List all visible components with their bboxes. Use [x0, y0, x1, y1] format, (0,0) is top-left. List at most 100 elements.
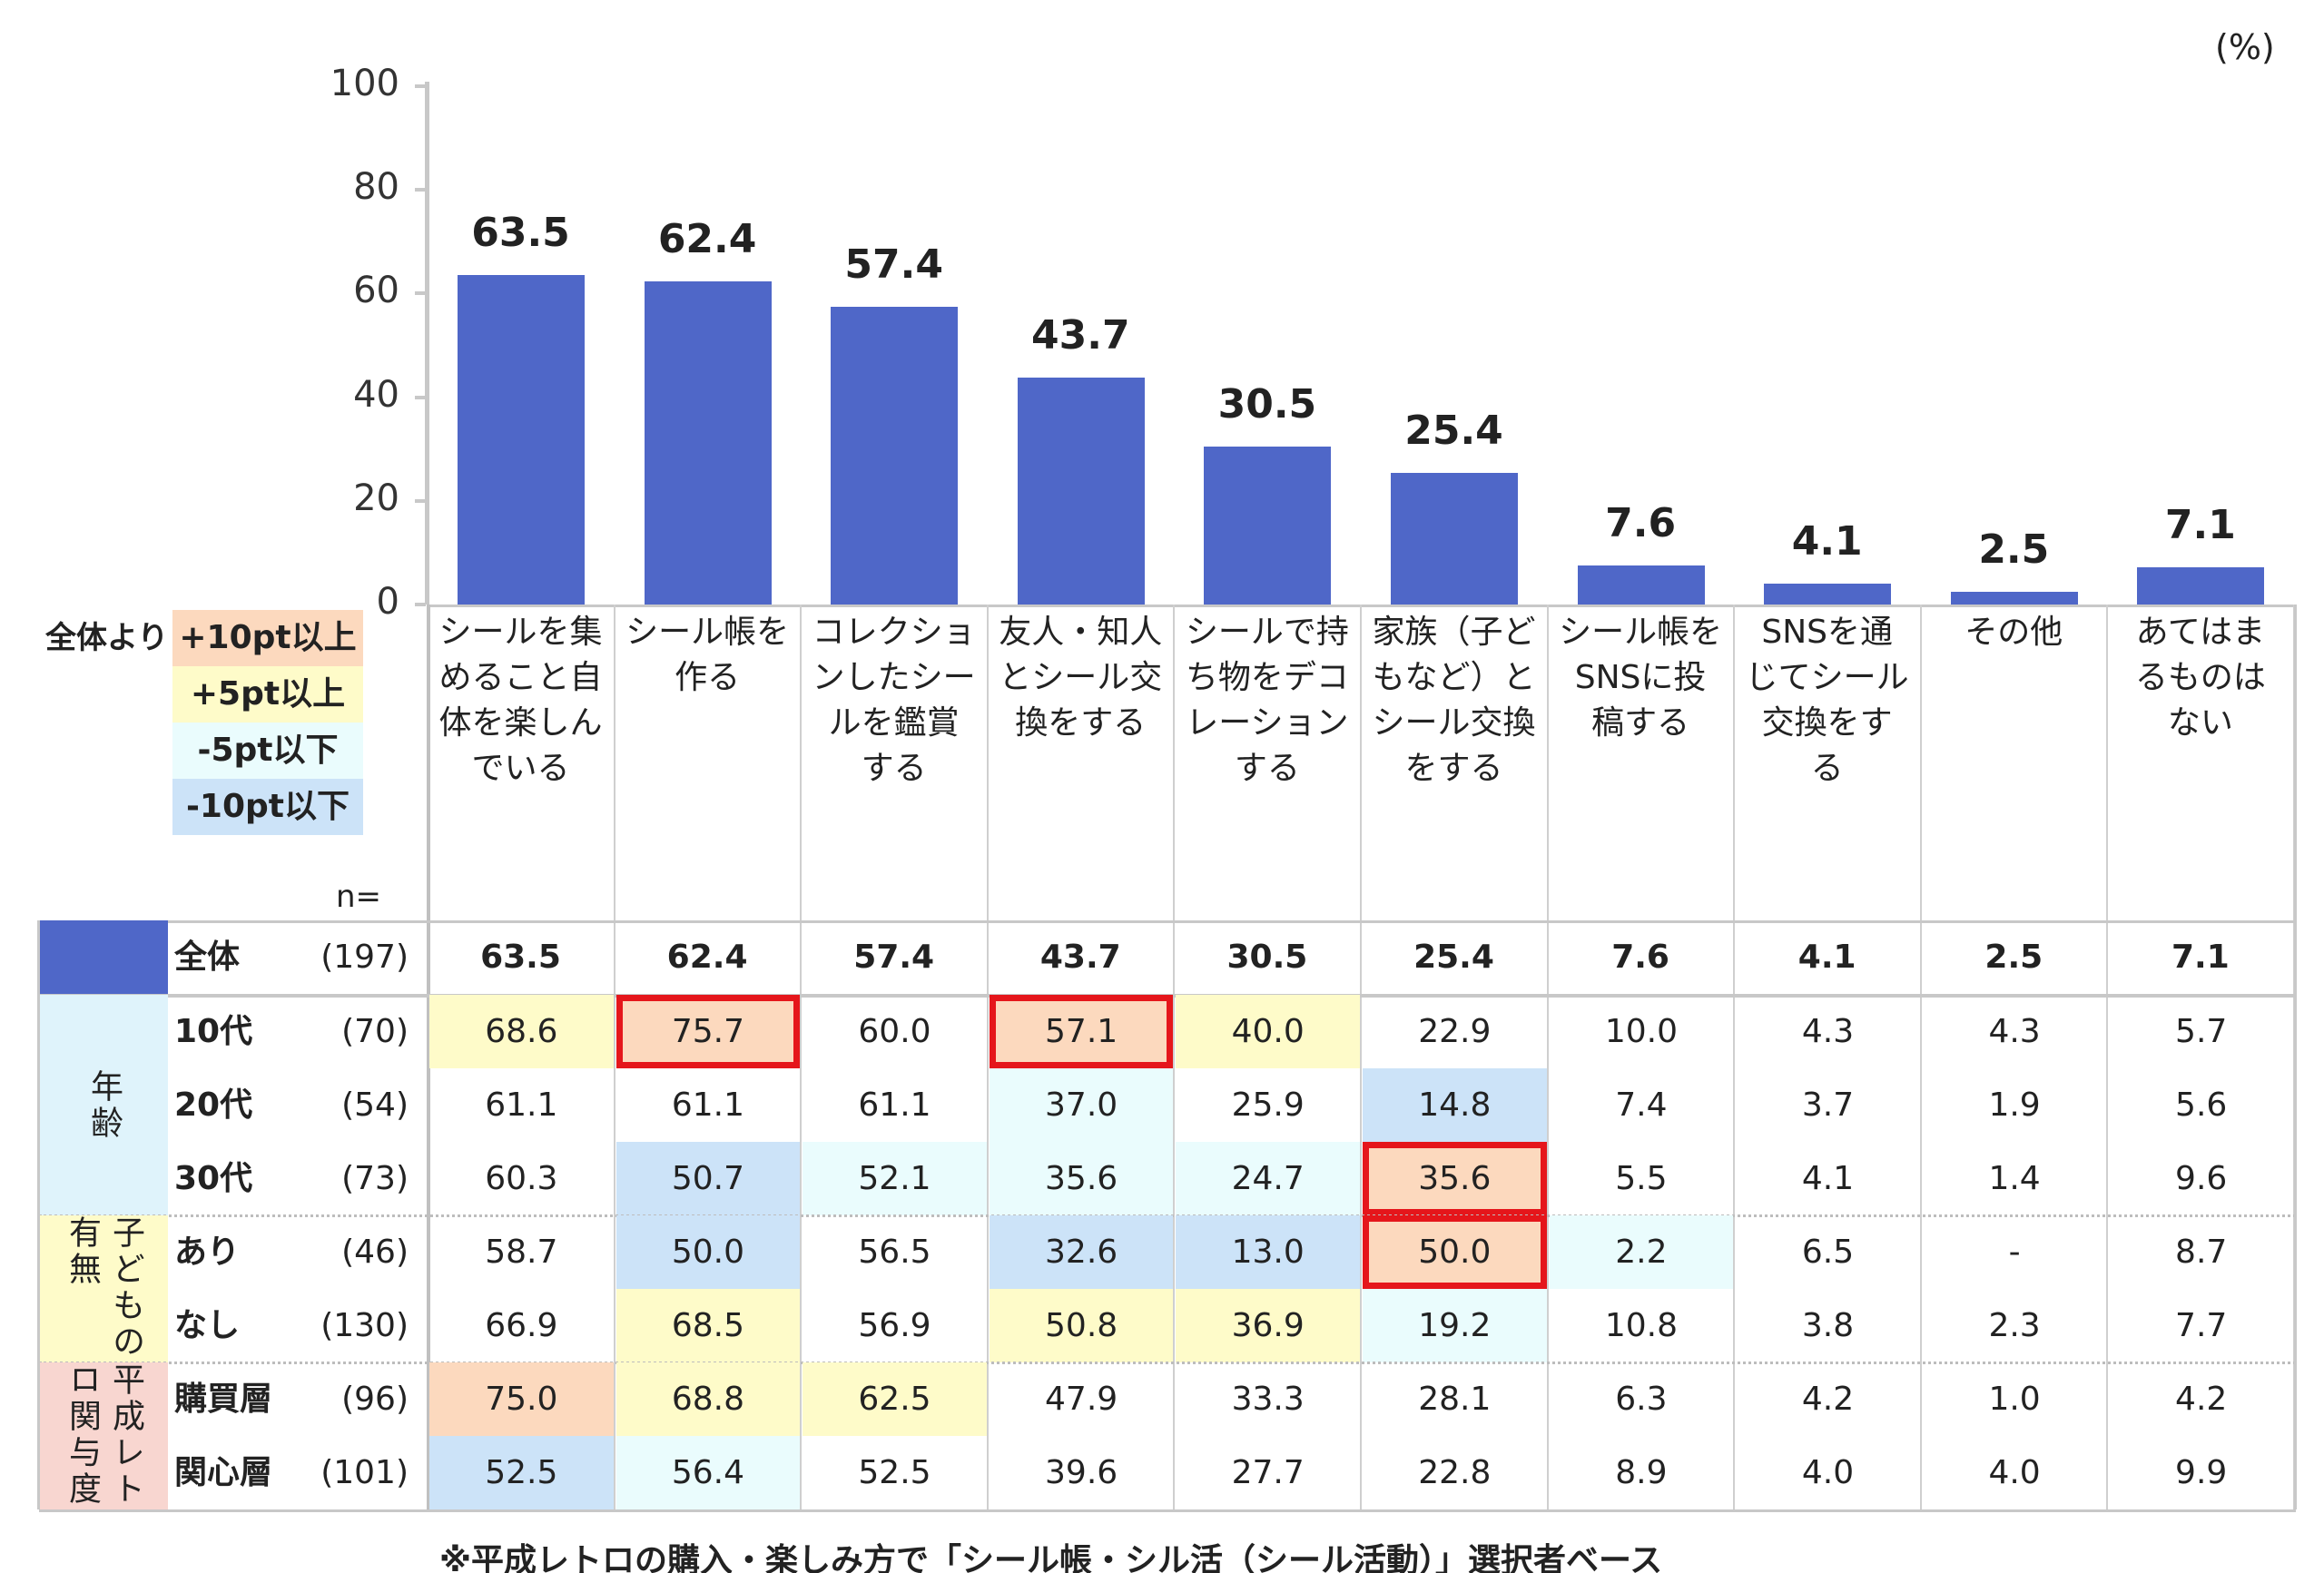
table-cell: 2.2: [1549, 1215, 1734, 1289]
table-cell: 4.3: [1988, 1013, 2041, 1050]
table-cell: 22.8: [1418, 1454, 1492, 1491]
column-divider: [427, 605, 430, 1509]
table-cell: 4.3: [1801, 1013, 1855, 1050]
table-cell: 2.3: [1988, 1307, 2041, 1344]
category-label-line: 家族（子ど: [1372, 614, 1536, 651]
category-label-line: SNSを通: [1761, 614, 1893, 651]
legend-item: -5pt以下: [172, 723, 363, 779]
row-n: (70): [341, 1013, 409, 1050]
table-cell: 62.4: [666, 939, 748, 976]
table-cell: 3.8: [1801, 1307, 1855, 1344]
table-row: 購買層 (96) 75.0 68.8 62.5 47.9 33.3 28.1 6.3 4.2 1.0…: [0, 1362, 2324, 1436]
table-cell: 27.7: [1231, 1454, 1305, 1491]
category-label-line: ンしたシー: [812, 659, 976, 696]
table-cell: 6.5: [1801, 1234, 1855, 1271]
bar: [458, 275, 585, 605]
bar-value-label: 43.7: [1031, 312, 1130, 359]
y-tick-label: 60: [353, 270, 399, 312]
y-axis-line: [425, 82, 429, 605]
table-cell: 1.0: [1988, 1381, 2041, 1418]
table-cell: 5.6: [2175, 1086, 2228, 1124]
table-row: 30代 (73) 60.3 50.7 52.1 35.6 24.7 35.6 5.5 4.1 1.4…: [0, 1142, 2324, 1215]
table-cell: 14.8: [1363, 1068, 1547, 1142]
bar: [1950, 591, 2078, 605]
table-cell: 13.0: [1176, 1215, 1360, 1289]
column-divider: [1173, 605, 1176, 1509]
table-cell: 68.6: [429, 995, 614, 1068]
total-group-swatch: [39, 920, 168, 995]
row-label: あり: [174, 1234, 241, 1271]
category-label-line: 体を楽しん: [438, 704, 603, 742]
category-label-line: シール交換: [1372, 704, 1536, 742]
unit-label: (%): [2215, 27, 2275, 67]
y-tick-mark: [415, 188, 426, 192]
y-tick-label: 100: [330, 63, 399, 104]
table-cell: 4.0: [1988, 1454, 2041, 1491]
category-label-line: めること自: [438, 659, 603, 696]
table-cell: 5.5: [1615, 1160, 1668, 1197]
category-label-line: コレクショ: [812, 614, 976, 651]
row-n: (46): [341, 1234, 409, 1271]
table-right-border: [2294, 605, 2297, 1509]
column-divider: [2106, 605, 2109, 1509]
table-cell: 52.5: [429, 1436, 614, 1509]
footnote: ※平成レトロの購入・楽しみ方で「シール帳・シル活（シール活動）」選択者ベース: [439, 1542, 1663, 1573]
category-label-line: シールを集: [438, 614, 603, 651]
category-label-line: レーション: [1186, 704, 1349, 742]
table-cell: 25.9: [1231, 1086, 1305, 1124]
row-n: (54): [341, 1086, 409, 1124]
table-cell: 60.3: [485, 1160, 558, 1197]
category-label-line: シールで持: [1185, 614, 1349, 651]
column-divider: [800, 605, 803, 1509]
bar: [2137, 567, 2265, 605]
row-label: 10代: [174, 1013, 253, 1050]
n-label: n=: [336, 879, 382, 915]
legend-item: +5pt以上: [172, 666, 363, 723]
table-cell: 39.6: [1045, 1454, 1118, 1491]
table-cell: 61.1: [485, 1086, 558, 1124]
table-cell: 24.7: [1176, 1142, 1360, 1215]
group-label: 年齢: [39, 995, 168, 1215]
category-label-line: ち物をデコ: [1185, 659, 1349, 696]
group-label: 子どもの有無: [39, 1215, 168, 1362]
table-row: 10代 (70) 68.6 75.7 60.0 57.1 40.0 22.9 10.0 4.3 4.…: [0, 995, 2324, 1068]
table-cell: 61.1: [671, 1086, 744, 1124]
table-cell: 4.2: [1801, 1381, 1855, 1418]
table-cell: 9.9: [2175, 1454, 2228, 1491]
row-n: (130): [320, 1307, 409, 1344]
table-cell: 7.6: [1611, 939, 1669, 976]
bar: [1204, 446, 1332, 605]
row-label: 購買層: [174, 1381, 273, 1418]
table-cell: 5.7: [2175, 1013, 2228, 1050]
column-divider: [1360, 605, 1362, 1509]
bar-value-label: 63.5: [471, 210, 570, 257]
bar-value-label: 2.5: [1978, 526, 2050, 573]
group-divider: [39, 1362, 2296, 1364]
column-divider: [613, 605, 615, 1509]
category-label: SNSを通 じてシール 交換をする: [1734, 610, 1920, 791]
table-cell: 36.9: [1176, 1289, 1360, 1362]
category-label-line: る: [1810, 750, 1844, 787]
bar-value-label: 7.1: [2164, 502, 2236, 549]
bar: [1391, 472, 1518, 605]
table-cell: 56.5: [858, 1234, 931, 1271]
bar-value-label: 7.6: [1605, 499, 1677, 546]
category-label: シールを集めること自体を楽しんでいる: [428, 610, 614, 791]
y-tick-label: 20: [353, 477, 399, 519]
table-cell: 25.4: [1413, 939, 1494, 976]
category-label-line: でいる: [471, 750, 570, 787]
bar: [831, 307, 959, 605]
table-cell: 60.0: [858, 1013, 931, 1050]
y-tick-mark: [415, 498, 426, 503]
row-label: 全体: [174, 939, 241, 976]
category-label: 友人・知人 とシール交 換をする: [988, 610, 1174, 746]
y-tick-label: 0: [376, 581, 399, 623]
table-cell: 19.2: [1363, 1289, 1547, 1362]
group-label: 平成レトロ関与度: [39, 1362, 168, 1509]
bar: [1577, 565, 1705, 605]
table-top-border: [39, 920, 2296, 923]
table-cell: 4.2: [2175, 1381, 2228, 1418]
row-n: (197): [320, 939, 409, 976]
category-label-line: ない: [2167, 704, 2233, 742]
